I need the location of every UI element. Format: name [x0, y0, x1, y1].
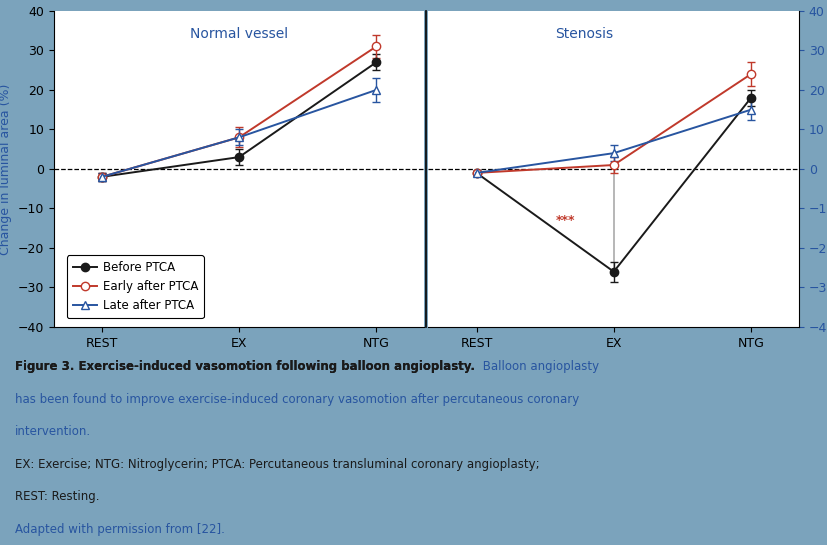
- Text: Figure 3. Exercise-induced vasomotion following balloon angioplasty.: Figure 3. Exercise-induced vasomotion fo…: [15, 360, 475, 373]
- Text: Adapted with permission from [22].: Adapted with permission from [22].: [15, 523, 224, 536]
- Y-axis label: Change in luminal area (%): Change in luminal area (%): [0, 83, 12, 255]
- Text: EX: Exercise; NTG: Nitroglycerin; PTCA: Percutaneous transluminal coronary angio: EX: Exercise; NTG: Nitroglycerin; PTCA: …: [15, 458, 539, 471]
- Text: Stenosis: Stenosis: [554, 27, 613, 41]
- Text: Figure 3. Exercise-induced vasomotion following balloon angioplasty.: Figure 3. Exercise-induced vasomotion fo…: [15, 360, 475, 373]
- Text: ***: ***: [555, 214, 575, 227]
- Text: Normal vessel: Normal vessel: [189, 27, 288, 41]
- Text: Balloon angioplasty: Balloon angioplasty: [479, 360, 599, 373]
- Text: REST: Resting.: REST: Resting.: [15, 490, 99, 504]
- Legend: Before PTCA, Early after PTCA, Late after PTCA: Before PTCA, Early after PTCA, Late afte…: [67, 255, 203, 318]
- Text: has been found to improve exercise-induced coronary vasomotion after percutaneou: has been found to improve exercise-induc…: [15, 393, 578, 406]
- Text: intervention.: intervention.: [15, 426, 91, 438]
